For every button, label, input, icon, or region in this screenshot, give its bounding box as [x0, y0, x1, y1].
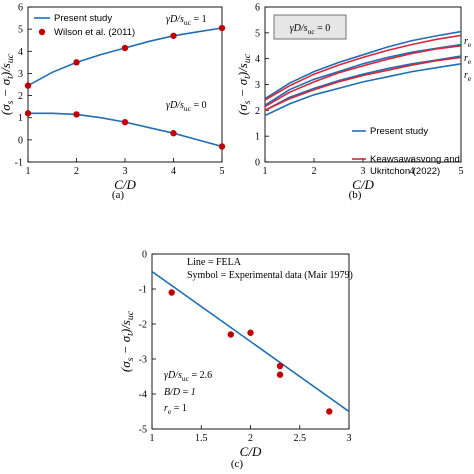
y-tick-label: 2 [255, 106, 260, 117]
data-point [170, 130, 177, 137]
y-axis-label: (σs − σt)/suc [235, 53, 253, 115]
y-tick-label: 4 [18, 47, 23, 58]
y-axis-label: (σs − σt)/suc [0, 53, 16, 115]
data-point [73, 59, 80, 66]
series-line [152, 270, 349, 413]
y-tick-label: 0 [142, 250, 147, 261]
data-point [168, 289, 175, 296]
y-tick-label: -1 [139, 285, 147, 296]
y-tick-label: 5 [18, 25, 23, 36]
legend-label: Symbol = Experimental data (Mair 1979) [187, 270, 353, 281]
data-point [247, 329, 254, 336]
x-axis-label: C/D [240, 444, 262, 459]
y-tick-label: 0 [18, 135, 23, 146]
y-tick-label: -2 [139, 320, 147, 331]
data-point [276, 371, 284, 378]
data-point [227, 331, 234, 338]
y-axis-label-text: (σs − σt)/suc [118, 310, 136, 372]
x-tick-label: 2.5 [294, 433, 307, 444]
data-point [276, 362, 284, 370]
x-tick-label: 3 [347, 433, 352, 444]
data-point [24, 110, 32, 117]
annotation: re = 1 [164, 403, 187, 416]
x-tick-label: 5 [459, 166, 464, 177]
data-point [73, 111, 80, 118]
y-tick-label: 3 [255, 80, 260, 91]
series-line [265, 63, 461, 117]
x-tick-label: 3 [123, 166, 128, 177]
x-axis-label: C/D [114, 177, 136, 192]
x-tick-label: 3 [361, 166, 366, 177]
legend-label: Keawsawasvong and [370, 154, 460, 165]
panel-label: (a) [112, 189, 125, 201]
panel-a: 1 2 3 4 5 -1 0 1 2 3 4 5 6 C/D (σs − σt)/suc Present st… [0, 3, 226, 192]
series-line [265, 56, 461, 112]
y-axis-label: (σs − σt)/suc [118, 310, 136, 372]
data-point [218, 143, 226, 150]
y-tick-label: -5 [139, 425, 147, 436]
y-tick-label: 1 [18, 113, 23, 124]
y-axis-label-text: (σs − σt)/suc [235, 53, 253, 115]
x-tick-label: 4 [410, 166, 415, 177]
annotation: γD/suc = 2.6 [164, 370, 212, 383]
annotation: re = 1 [464, 36, 474, 49]
panel-label: (c) [231, 458, 244, 470]
y-tick-label: 6 [18, 3, 23, 14]
panel-label: (b) [349, 189, 362, 201]
annotation: re = 0 [464, 70, 474, 83]
legend-label: Present study [54, 13, 112, 24]
y-tick-label: 1 [255, 132, 260, 143]
x-tick-label: 2 [248, 433, 253, 444]
y-tick-label: -3 [139, 355, 147, 366]
x-tick-label: 2 [312, 166, 317, 177]
annotation: re = 0 [464, 53, 474, 66]
series-line [28, 112, 222, 148]
x-tick-label: 1 [150, 433, 155, 444]
legend-label: Wilson et al. (2011) [54, 27, 135, 38]
x-tick-label: 1.5 [195, 433, 208, 444]
y-tick-label: -1 [15, 158, 23, 169]
data-point [170, 32, 177, 39]
x-tick-label: 4 [171, 166, 176, 177]
y-tick-label: 3 [18, 69, 23, 80]
y-axis-label-text: (σs − σt)/suc [0, 53, 16, 115]
series-line [265, 45, 461, 108]
series-group [152, 270, 349, 413]
series-group [265, 30, 461, 117]
data-point [121, 118, 129, 126]
annotation-box [273, 14, 347, 40]
data-point [326, 408, 333, 415]
x-tick-label: 1 [26, 166, 31, 177]
x-tick-label: 2 [74, 166, 79, 177]
annotation: γD/suc = 0 [290, 23, 331, 36]
y-tick-label: -4 [139, 390, 147, 401]
x-tick-label: 1 [263, 166, 268, 177]
annotation: γD/suc = 0 [166, 100, 207, 113]
legend-label: Present study [370, 126, 428, 137]
legend-label: Ukritchon (2022) [370, 166, 440, 177]
series-line [265, 30, 461, 100]
y-tick-label: 4 [255, 54, 260, 65]
annotation: γD/suc = 1 [166, 14, 207, 27]
legend-marker [38, 28, 46, 36]
y-tick-label: 2 [18, 91, 23, 102]
x-tick-label: 5 [220, 166, 225, 177]
y-tick-label: 6 [255, 3, 260, 14]
y-tick-label: 5 [255, 28, 260, 39]
legend-label: Line = FELA [187, 257, 242, 268]
series-line [265, 43, 461, 106]
data-point [121, 44, 129, 52]
data-point [24, 82, 32, 89]
series-line [265, 55, 461, 112]
x-axis-label: C/D [352, 177, 374, 192]
annotation: B/D = 1 [164, 387, 196, 398]
data-point [218, 24, 226, 32]
panel-c: 1 1.5 2 2.5 3 0 -1 -2 -3 -4 -5 C/D (σs − σt)/suc Line… [118, 250, 353, 460]
y-tick-label: 0 [255, 158, 260, 169]
series-line [265, 34, 461, 101]
